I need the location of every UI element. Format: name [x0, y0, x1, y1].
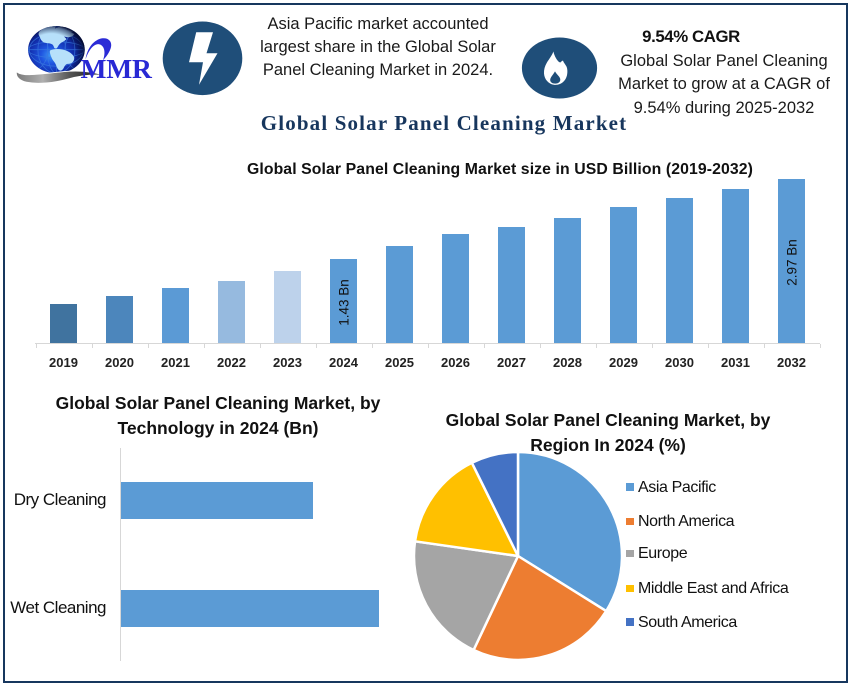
svg-text:MMR: MMR [81, 53, 154, 84]
